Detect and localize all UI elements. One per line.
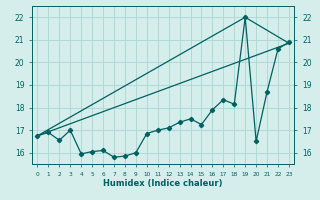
X-axis label: Humidex (Indice chaleur): Humidex (Indice chaleur) (103, 179, 223, 188)
